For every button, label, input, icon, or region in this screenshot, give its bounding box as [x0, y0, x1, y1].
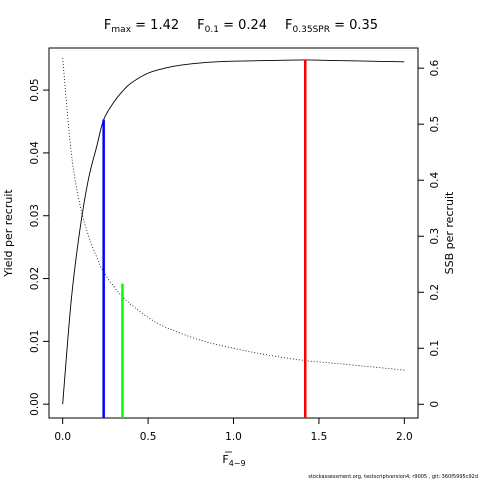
footer-note: stockassessment.org, testscriptversion4,…: [308, 474, 478, 480]
x-tick-label: 0.0: [54, 431, 71, 443]
fmax-label: F: [104, 18, 111, 33]
y-right-tick-label: 0.3: [429, 228, 441, 245]
y-left-tick-label: 0.02: [29, 267, 41, 290]
y-left-tick-label: 0.03: [29, 204, 41, 227]
y-right-tick-label: 0.1: [429, 340, 441, 357]
y-axis-left: 0.00 0.01 0.02 0.03 0.04 0.05: [29, 78, 50, 416]
x-tick-label: 1.5: [311, 431, 328, 443]
y-axis-right: 0 0.1 0.2 0.3 0.4 0.5 0.6: [417, 60, 441, 408]
x-axis-title: F4−9: [222, 453, 245, 468]
x-tick-label: 2.0: [396, 431, 413, 443]
x-axis-title-base: F: [222, 453, 228, 466]
y-left-tick-label: 0.05: [29, 78, 41, 101]
f01-value: = 0.24: [219, 18, 267, 33]
reference-lines: [102, 59, 307, 418]
y-axis-left-title: Yield per recruit: [2, 189, 15, 278]
y-left-tick-label: 0.00: [29, 392, 41, 415]
f035-sub: 0.35SPR: [293, 25, 330, 35]
chart-title: Fmax = 1.42 F0.1 = 0.24 F0.35SPR = 0.35: [104, 18, 378, 35]
series-group: [62, 58, 405, 405]
x-tick-label: 0.5: [140, 431, 157, 443]
y-left-tick-label: 0.04: [29, 141, 41, 165]
fmax-value: = 1.42: [131, 18, 179, 33]
x-tick-label: 1.0: [225, 431, 242, 443]
y-right-tick-label: 0.5: [429, 116, 441, 133]
y-right-tick-label: 0: [429, 401, 441, 408]
ssb-per-recruit-line: [62, 58, 405, 371]
y-left-tick-label: 0.01: [29, 330, 41, 353]
y-axis-right-title: SSB per recruit: [443, 191, 456, 274]
f01-sub: 0.1: [205, 25, 219, 35]
yield-per-recruit-line: [62, 59, 405, 405]
f01-label: F: [197, 18, 204, 33]
x-axis: 0.0 0.5 1.0 1.5 2.0: [54, 417, 413, 443]
y-right-tick-label: 0.4: [429, 172, 441, 189]
fmax-sub: max: [111, 25, 131, 35]
y-right-tick-label: 0.2: [429, 284, 441, 301]
f035-label: F: [285, 18, 292, 33]
x-axis-title-sub: 4−9: [229, 459, 246, 468]
f035-value: = 0.35: [330, 18, 378, 33]
y-right-tick-label: 0.6: [429, 60, 441, 77]
